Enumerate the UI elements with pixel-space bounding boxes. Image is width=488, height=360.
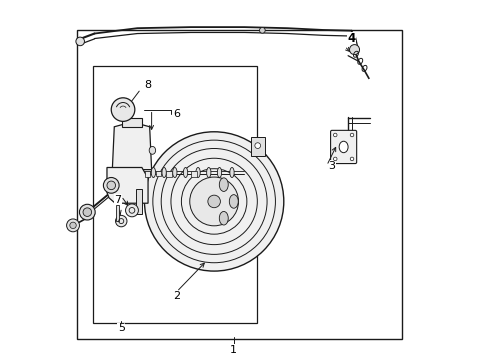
Ellipse shape: [217, 167, 221, 177]
Bar: [166, 171, 171, 177]
Circle shape: [349, 157, 353, 161]
Text: 8: 8: [144, 80, 151, 90]
Circle shape: [66, 219, 80, 232]
Circle shape: [76, 37, 84, 46]
Circle shape: [349, 133, 353, 137]
Text: 7: 7: [114, 195, 121, 204]
Ellipse shape: [183, 167, 187, 177]
Circle shape: [259, 27, 264, 33]
Bar: [77, 30, 401, 339]
Ellipse shape: [206, 167, 210, 177]
Text: 1: 1: [230, 345, 237, 355]
Ellipse shape: [151, 167, 155, 177]
Text: 3: 3: [328, 161, 335, 171]
Circle shape: [80, 204, 95, 220]
Circle shape: [83, 208, 91, 216]
Bar: [144, 171, 150, 177]
Ellipse shape: [149, 147, 155, 154]
Circle shape: [107, 181, 115, 190]
Bar: [191, 171, 196, 177]
Circle shape: [70, 222, 76, 229]
Bar: [116, 205, 119, 221]
Bar: [93, 66, 257, 323]
Circle shape: [189, 177, 238, 226]
Circle shape: [111, 98, 135, 121]
Ellipse shape: [172, 167, 177, 177]
Text: 2: 2: [173, 291, 180, 301]
Circle shape: [207, 195, 220, 208]
Bar: [135, 189, 142, 214]
Ellipse shape: [229, 167, 234, 177]
Bar: [155, 171, 161, 176]
Polygon shape: [107, 167, 148, 203]
Circle shape: [349, 45, 359, 55]
Bar: [122, 118, 142, 127]
Text: 5: 5: [118, 323, 124, 333]
Circle shape: [115, 215, 127, 227]
Text: 6: 6: [173, 109, 180, 119]
Circle shape: [333, 157, 336, 161]
Circle shape: [144, 132, 283, 271]
Ellipse shape: [219, 178, 228, 192]
Circle shape: [333, 133, 336, 137]
Ellipse shape: [162, 167, 166, 177]
Polygon shape: [112, 125, 151, 170]
Bar: [250, 137, 264, 156]
Ellipse shape: [219, 211, 228, 225]
Circle shape: [103, 177, 119, 193]
Ellipse shape: [196, 167, 200, 177]
Ellipse shape: [339, 141, 347, 153]
Circle shape: [125, 204, 138, 217]
FancyBboxPatch shape: [330, 130, 356, 163]
Text: 4: 4: [347, 32, 355, 45]
Circle shape: [254, 143, 260, 148]
Ellipse shape: [229, 195, 238, 208]
